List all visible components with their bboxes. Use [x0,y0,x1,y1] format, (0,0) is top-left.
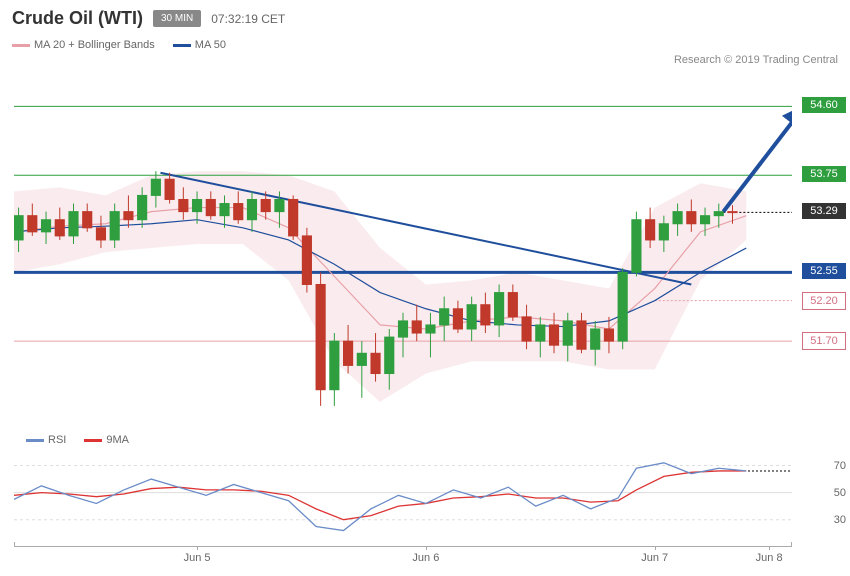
rsi-ytick-30: 30 [834,514,846,526]
legend-rsi: RSI [26,434,66,446]
legend-ma20bb: MA 20 + Bollinger Bands [12,39,155,51]
rsi-legend: RSI 9MA [14,432,141,450]
xtick-Jun-5: Jun 5 [184,552,211,564]
timestamp: 07:32:19 CET [211,12,285,26]
price-level-53.29: 53.29 [802,203,846,219]
instrument-title: Crude Oil (WTI) [12,8,143,29]
attribution: Research © 2019 Trading Central [674,54,838,66]
price-level-53.75: 53.75 [802,166,846,182]
price-level-52.55: 52.55 [802,263,846,279]
price-level-54.6: 54.60 [802,97,846,113]
xtick-Jun-6: Jun 6 [412,552,439,564]
xtick-Jun-7: Jun 7 [641,552,668,564]
legend-ma50: MA 50 [173,39,226,51]
price-level-51.7: 51.70 [802,332,846,350]
chart-header: Crude Oil (WTI) 30 MIN 07:32:19 CET [0,0,850,37]
rsi-ytick-70: 70 [834,460,846,472]
xtick-Jun-8: Jun 8 [756,552,783,564]
rsi-ytick-50: 50 [834,487,846,499]
timeframe-badge: 30 MIN [153,10,201,27]
main-legend: MA 20 + Bollinger Bands MA 50 [0,37,850,55]
rsi-chart[interactable] [14,452,792,540]
price-chart[interactable] [14,74,792,414]
price-level-52.2: 52.20 [802,292,846,310]
legend-9ma: 9MA [84,434,129,446]
